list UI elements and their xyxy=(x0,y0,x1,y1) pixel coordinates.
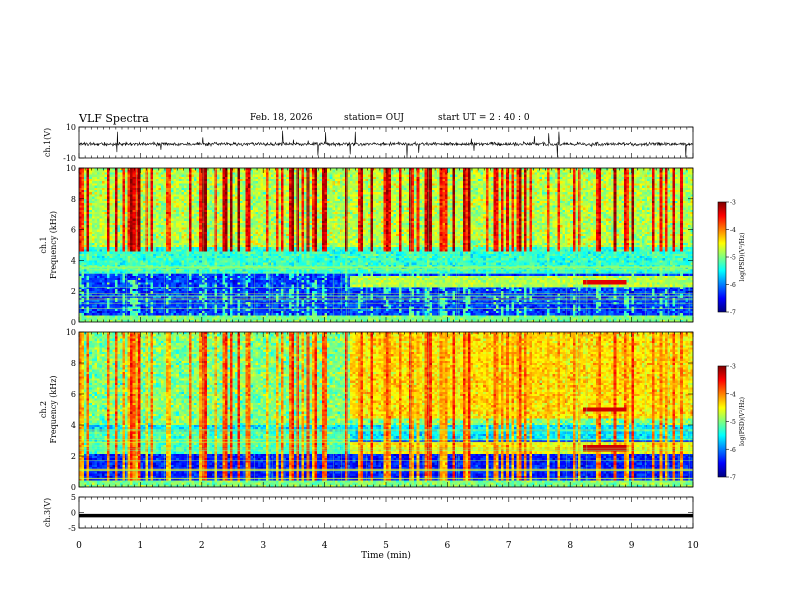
spectrogram-ch1-cells xyxy=(79,168,693,322)
start-time-label: start UT = 2 : 40 : 0 xyxy=(438,113,530,123)
colorbar-tick-label: -6 xyxy=(730,282,736,289)
ch1w-ytick-label: 10 xyxy=(66,123,76,132)
ch2s-ytick-label: 6 xyxy=(71,390,76,399)
x-tick-label: 1 xyxy=(138,541,144,551)
x-tick-label: 2 xyxy=(199,541,205,551)
x-tick-label: 3 xyxy=(260,541,266,551)
ch2-spectrogram-ylabel-freq: Frequency (kHz) xyxy=(49,375,58,443)
spectrogram-ch2-image xyxy=(79,332,693,487)
colorbar-label: log(PSD)(V²/Hz) xyxy=(739,233,746,282)
spectrogram-ch2-cells xyxy=(79,332,693,487)
x-tick-label: 0 xyxy=(76,541,82,551)
date-label: Feb. 18, 2026 xyxy=(250,113,313,123)
ch2s-ytick-label: 10 xyxy=(66,328,76,337)
x-tick-label: 4 xyxy=(322,541,328,551)
colorbar-tick-label: -4 xyxy=(730,391,736,398)
colorbar-tick-label: -7 xyxy=(730,475,736,482)
ch1-spectrogram-ylabel-freq: Frequency (kHz) xyxy=(49,211,58,279)
ch1-spectrogram-ylabel-channel: ch.1 xyxy=(39,236,48,253)
ch1s-ytick-label: 4 xyxy=(71,256,76,265)
ch1-waveform-ylabel: ch.1(V) xyxy=(43,128,52,157)
colorbar-ch1 xyxy=(717,201,727,313)
ch2-spectrogram-ylabel-channel: ch.2 xyxy=(39,401,48,418)
colorbar-tick-label: -6 xyxy=(730,447,736,454)
colorbar-ch2 xyxy=(717,365,727,478)
ch2s-ytick-label: 2 xyxy=(71,452,76,461)
station-label: station= OUJ xyxy=(344,113,405,123)
colorbar-tick-label: -5 xyxy=(730,255,736,262)
x-tick-label: 7 xyxy=(506,541,512,551)
colorbar-label: log(PSD)(V²/Hz) xyxy=(739,397,746,446)
ch1s-ytick-label: 8 xyxy=(71,195,76,204)
ch2s-ytick-label: 8 xyxy=(71,359,76,368)
colorbar-tick-label: -7 xyxy=(730,310,736,317)
x-tick-label: 5 xyxy=(383,541,389,551)
ch1w-ytick-label: -10 xyxy=(63,154,76,163)
ch2s-ytick-label: 0 xyxy=(71,483,76,492)
colorbar-tick-label: -4 xyxy=(730,227,736,234)
x-tick-label: 8 xyxy=(567,541,573,551)
x-axis-label: Time (min) xyxy=(361,550,411,561)
colorbar-tick-label: -3 xyxy=(730,364,736,371)
ch2s-ytick-label: 4 xyxy=(71,421,76,430)
x-tick-label: 6 xyxy=(445,541,451,551)
ch3-waveform-ylabel: ch.3(V) xyxy=(43,498,52,527)
ch3w-ytick-label: -5 xyxy=(68,524,76,533)
colorbar-tick-label: -3 xyxy=(730,200,736,207)
ch1s-ytick-label: 10 xyxy=(66,164,76,173)
ch1s-ytick-label: 0 xyxy=(71,318,76,327)
colorbar-tick-label: -5 xyxy=(730,419,736,426)
ch1-waveform-trace xyxy=(78,130,694,158)
ch1s-ytick-label: 2 xyxy=(71,287,76,296)
x-tick-label: 10 xyxy=(687,541,699,551)
ch3w-ytick-label: 0 xyxy=(71,509,76,518)
chart-title: VLF Spectra xyxy=(79,112,149,125)
ch1s-ytick-label: 6 xyxy=(71,226,76,235)
ch3w-ytick-label: 5 xyxy=(71,493,76,502)
x-tick-label: 9 xyxy=(629,541,635,551)
